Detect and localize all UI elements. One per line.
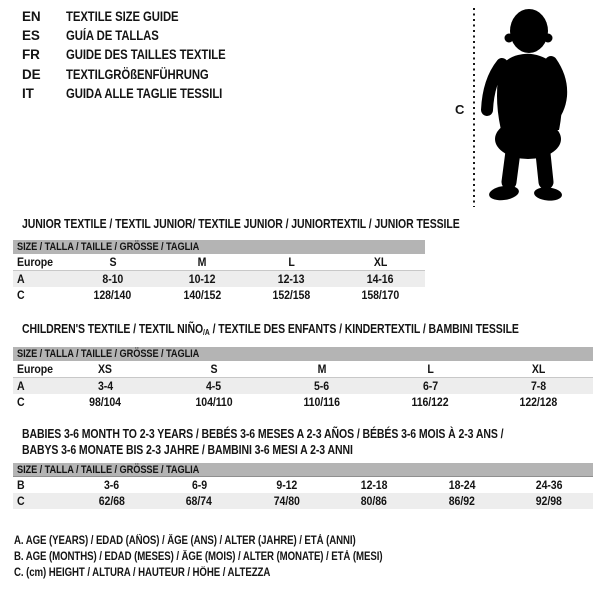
age-cell: 6-9 xyxy=(191,478,207,492)
height-cell: 116/122 xyxy=(411,395,449,409)
size-header-label: SIZE / TALLA / TAILLE / GRÖSSE / TAGLIA xyxy=(17,348,200,360)
row-label: C xyxy=(17,288,25,302)
legend-line-b: B. AGE (MONTHS) / EDAD (MESES) / ÂGE (MO… xyxy=(14,551,383,563)
size-cell: S xyxy=(109,255,117,269)
size-header-label: SIZE / TALLA / TAILLE / GRÖSSE / TAGLIA xyxy=(17,241,200,253)
height-measure-label: C xyxy=(455,102,465,117)
height-cell: 80/86 xyxy=(361,494,388,508)
row-label: Europe xyxy=(17,255,53,269)
size-cell: XS xyxy=(98,362,113,376)
size-header-bar: SIZE / TALLA / TAILLE / GRÖSSE / TAGLIA xyxy=(13,463,593,477)
language-row-de: DE TEXTILGRÖßENFÜHRUNG xyxy=(22,65,256,84)
height-cell: 104/110 xyxy=(195,395,233,409)
age-cell: 10-12 xyxy=(188,272,216,286)
height-cell: 92/98 xyxy=(536,494,563,508)
age-cell: 7-8 xyxy=(531,379,547,393)
age-cell: 3-4 xyxy=(97,379,113,393)
age-cell: 14-16 xyxy=(367,272,394,286)
size-header-bar: SIZE / TALLA / TAILLE / GRÖSSE / TAGLIA xyxy=(13,240,425,254)
height-cell: 128/140 xyxy=(93,288,132,302)
table-row-height: C 98/104 104/110 110/116 116/122 122/128 xyxy=(13,394,593,410)
language-row-fr: FR GUIDE DES TAILLES TEXTILE xyxy=(22,45,256,64)
subscript: /A xyxy=(203,328,210,337)
junior-section-title: JUNIOR TEXTILE / TEXTIL JUNIOR/ TEXTILE … xyxy=(22,217,460,231)
table-row-age: A 3-4 4-5 5-6 6-7 7-8 xyxy=(13,378,593,394)
legend-line-a: A. AGE (YEARS) / EDAD (AÑOS) / ÂGE (ANS)… xyxy=(14,535,356,547)
table-row-europe: Europe S M L XL xyxy=(13,254,425,271)
size-cell: M xyxy=(197,255,207,269)
row-label: C xyxy=(17,494,25,508)
height-cell: 98/104 xyxy=(89,395,122,409)
height-cell: 68/74 xyxy=(186,494,213,508)
size-header-bar: SIZE / TALLA / TAILLE / GRÖSSE / TAGLIA xyxy=(13,347,593,361)
age-cell: 3-6 xyxy=(104,478,120,492)
language-row-es: ES GUÍA DE TALLAS xyxy=(22,26,256,45)
legend-line-c: C. (cm) HEIGHT / ALTURA / HAUTEUR / HÖHE… xyxy=(14,567,271,579)
table-row-age-months: B 3-6 6-9 9-12 12-18 18-24 24-36 xyxy=(13,477,593,493)
children-section-title: CHILDREN'S TEXTILE / TEXTIL NIÑO/A / TEX… xyxy=(22,322,519,337)
age-cell: 18-24 xyxy=(448,478,476,492)
children-size-table: SIZE / TALLA / TAILLE / GRÖSSE / TAGLIA … xyxy=(13,347,593,410)
row-label: C xyxy=(17,395,25,409)
row-label: A xyxy=(17,379,25,393)
legend: A. AGE (YEARS) / EDAD (AÑOS) / ÂGE (ANS)… xyxy=(14,533,453,581)
size-cell: L xyxy=(287,255,295,269)
age-cell: 12-13 xyxy=(277,272,305,286)
size-cell: M xyxy=(317,362,327,376)
toddler-silhouette-icon xyxy=(481,9,568,201)
age-cell: 5-6 xyxy=(314,379,330,393)
table-row-height: C 62/68 68/74 74/80 80/86 86/92 92/98 xyxy=(13,493,593,509)
height-cell: 158/170 xyxy=(361,288,400,302)
height-cell: 86/92 xyxy=(448,494,475,508)
age-cell: 4-5 xyxy=(206,379,222,393)
table-row-europe: Europe XS S M L XL xyxy=(13,361,593,378)
language-row-en: EN TEXTILE SIZE GUIDE xyxy=(22,7,256,26)
language-label: GUÍA DE TALLAS xyxy=(66,28,159,44)
junior-size-table: SIZE / TALLA / TAILLE / GRÖSSE / TAGLIA … xyxy=(13,240,425,303)
size-cell: L xyxy=(427,362,434,376)
row-label: A xyxy=(17,272,25,286)
height-cell: 110/116 xyxy=(303,395,341,409)
height-cell: 62/68 xyxy=(98,494,125,508)
language-code: DE xyxy=(22,66,41,82)
row-label: B xyxy=(17,478,25,492)
age-cell: 9-12 xyxy=(276,478,298,492)
size-cell: XL xyxy=(373,255,388,269)
language-label: TEXTILE SIZE GUIDE xyxy=(66,9,179,24)
age-cell: 6-7 xyxy=(422,379,438,393)
babies-size-table: SIZE / TALLA / TAILLE / GRÖSSE / TAGLIA … xyxy=(13,463,593,509)
age-cell: 12-18 xyxy=(360,478,388,492)
age-cell: 24-36 xyxy=(535,478,563,492)
size-cell: S xyxy=(210,362,218,376)
language-row-it: IT GUIDA ALLE TAGLIE TESSILI xyxy=(22,84,256,103)
height-cell: 122/128 xyxy=(520,395,558,409)
height-measure-dotted-line xyxy=(473,8,475,207)
language-code: IT xyxy=(22,85,34,101)
language-label: TEXTILGRÖßENFÜHRUNG xyxy=(66,66,209,82)
language-label: GUIDE DES TAILLES TEXTILE xyxy=(66,47,226,63)
row-label: Europe xyxy=(17,362,53,376)
age-cell: 8-10 xyxy=(102,272,124,286)
babies-section-title: BABIES 3-6 MONTH TO 2-3 YEARS / BEBÉS 3-… xyxy=(22,427,504,457)
height-cell: 74/80 xyxy=(273,494,300,508)
table-row-height: C 128/140 140/152 152/158 158/170 xyxy=(13,287,425,303)
height-cell: 152/158 xyxy=(272,288,310,302)
language-code: FR xyxy=(22,47,40,63)
size-cell: XL xyxy=(532,362,546,376)
size-header-label: SIZE / TALLA / TAILLE / GRÖSSE / TAGLIA xyxy=(17,463,200,476)
language-list: EN TEXTILE SIZE GUIDE ES GUÍA DE TALLAS … xyxy=(22,7,256,103)
table-row-age: A 8-10 10-12 12-13 14-16 xyxy=(13,271,425,287)
language-code: EN xyxy=(22,9,41,24)
language-code: ES xyxy=(22,28,40,44)
language-label: GUIDA ALLE TAGLIE TESSILI xyxy=(66,85,223,101)
height-cell: 140/152 xyxy=(183,288,221,302)
